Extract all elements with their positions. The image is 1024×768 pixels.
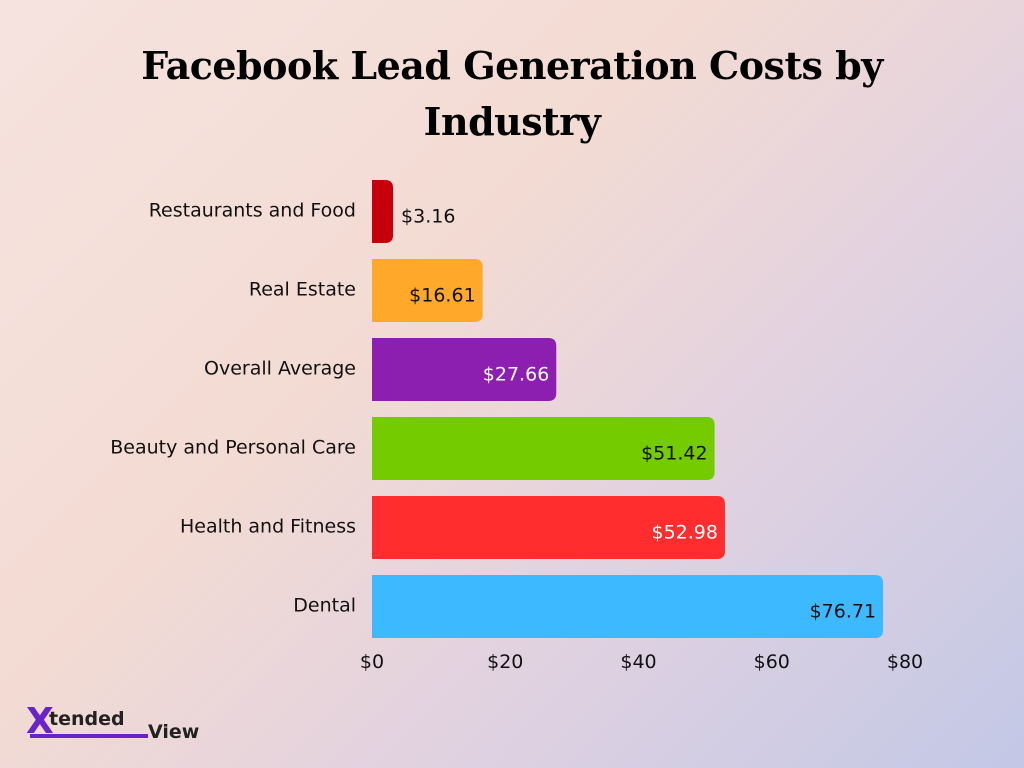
value-label-overall-average: $27.66 <box>483 364 549 386</box>
category-label-restaurants-and-food: Restaurants and Food <box>149 200 356 222</box>
bar-chart: Restaurants and Food $3.16 Real Estate $16.… <box>110 180 923 673</box>
logo-underline <box>30 734 148 738</box>
xtendedview-logo: X tended View <box>26 700 226 748</box>
category-label-beauty-and-personal-care: Beauty and Personal Care <box>110 437 356 459</box>
bar-dental <box>372 575 884 638</box>
category-label-real-estate: Real Estate <box>249 279 356 301</box>
category-label-overall-average: Overall Average <box>204 358 356 380</box>
value-label-beauty-and-personal-care: $51.42 <box>641 443 707 465</box>
x-tick-label: $60 <box>754 651 790 673</box>
bar-real-estate <box>372 259 483 322</box>
x-tick-label: $40 <box>620 651 656 673</box>
category-label-health-and-fitness: Health and Fitness <box>180 516 356 538</box>
value-label-health-and-fitness: $52.98 <box>651 522 717 544</box>
x-tick-label: $0 <box>360 651 384 673</box>
value-label-dental: $76.71 <box>810 601 876 623</box>
logo-text-view: View <box>148 721 199 743</box>
value-label-restaurants-and-food: $3.16 <box>401 206 455 228</box>
chart-title: Facebook Lead Generation Costs by Indust… <box>141 43 883 144</box>
bar-beauty-and-personal-care <box>372 417 715 480</box>
bar-restaurants-and-food <box>372 180 394 243</box>
bar-health-and-fitness <box>372 496 725 559</box>
x-tick-label: $80 <box>887 651 923 673</box>
bar-overall-average <box>372 338 557 401</box>
category-label-dental: Dental <box>293 595 356 617</box>
x-tick-label: $20 <box>487 651 523 673</box>
logo-text-tended: tended <box>49 708 125 730</box>
value-label-real-estate: $16.61 <box>409 285 475 307</box>
